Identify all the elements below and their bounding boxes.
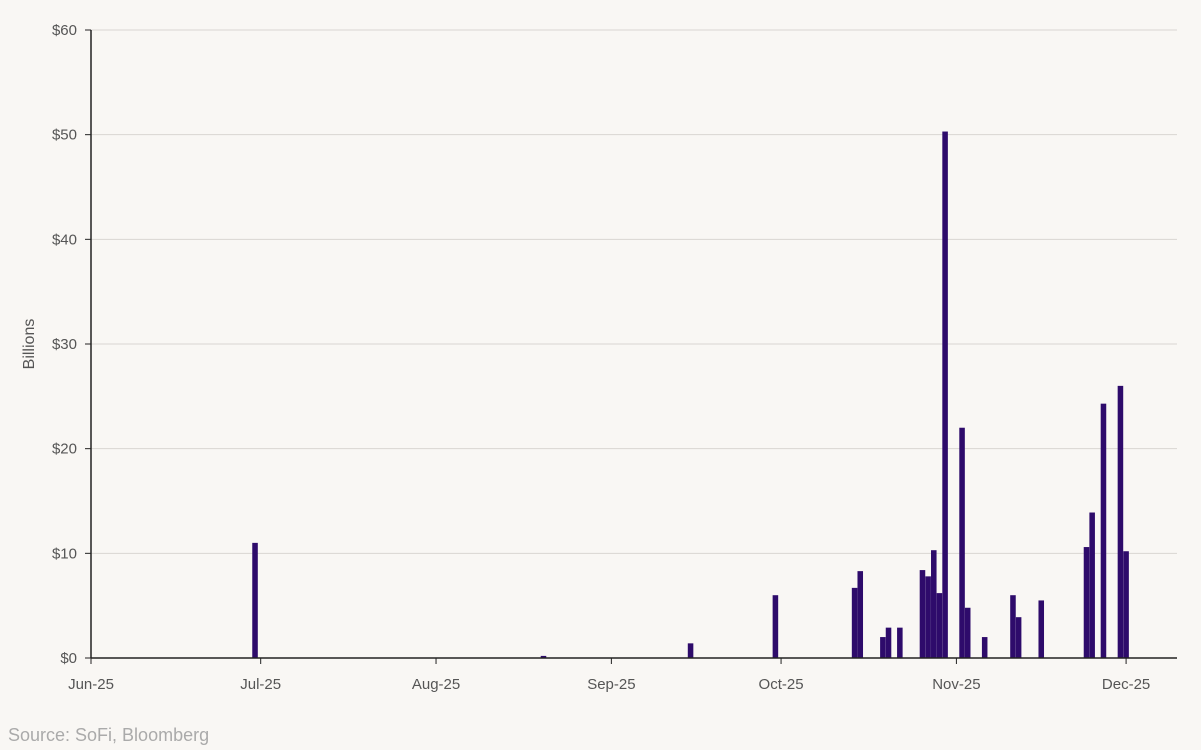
tick-labels: $0 $10 $20 $30 $40 $50 $60 Jun-25 Jul-25 Aug-25 Se… <box>52 22 1150 693</box>
x-tick-label: Nov-25 <box>932 676 980 693</box>
y-tick-label: $0 <box>60 650 77 667</box>
x-tick-label: Oct-25 <box>759 676 804 693</box>
x-tick-label: Sep-25 <box>587 676 635 693</box>
x-tick-label: Jun-25 <box>68 676 114 693</box>
chart: $0 $10 $20 $30 $40 $50 $60 Jun-25 Jul-25 Aug-25 Se… <box>21 22 1177 693</box>
bar <box>687 643 694 658</box>
bar <box>925 576 931 658</box>
bars <box>252 131 1129 658</box>
bar <box>857 571 864 658</box>
bar <box>919 570 926 658</box>
x-tick-label: Dec-25 <box>1102 676 1150 693</box>
bar <box>880 637 886 658</box>
bar <box>897 627 903 658</box>
gridlines <box>91 29 1177 554</box>
bar <box>1117 385 1124 658</box>
y-tick-label: $50 <box>52 127 77 144</box>
bar <box>1015 617 1022 658</box>
y-tick-label: $30 <box>52 336 77 353</box>
bar <box>931 550 937 658</box>
y-tick-label: $40 <box>52 231 77 248</box>
x-tick-label: Jul-25 <box>240 676 281 693</box>
axes <box>85 29 1177 664</box>
bar <box>1123 551 1129 658</box>
y-tick-label: $10 <box>52 545 77 562</box>
y-axis-title: Billions <box>21 319 38 370</box>
bar <box>981 637 988 658</box>
bar <box>1038 600 1045 658</box>
bar <box>1100 403 1107 658</box>
y-tick-label: $60 <box>52 22 77 39</box>
bar <box>1010 595 1016 658</box>
bar <box>936 593 943 658</box>
x-tick-label: Aug-25 <box>412 676 460 693</box>
bar <box>959 427 965 658</box>
y-tick-label: $20 <box>52 441 77 458</box>
bar <box>942 131 948 658</box>
bar <box>885 627 892 658</box>
bar <box>540 655 547 658</box>
source-note: Source: SoFi, Bloomberg <box>8 725 210 745</box>
bar <box>851 587 858 658</box>
bar <box>252 542 258 658</box>
bar <box>1083 547 1090 658</box>
bar <box>772 595 779 658</box>
bar <box>1089 512 1095 658</box>
bar <box>964 607 971 658</box>
